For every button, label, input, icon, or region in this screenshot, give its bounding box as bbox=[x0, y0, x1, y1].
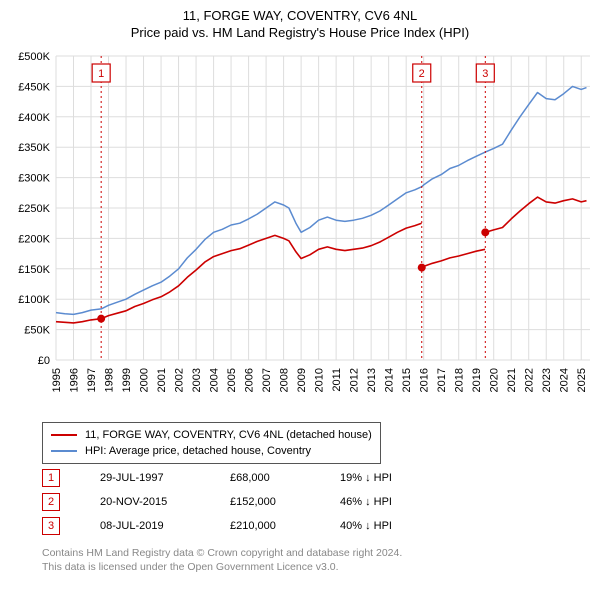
legend-item: 11, FORGE WAY, COVENTRY, CV6 4NL (detach… bbox=[51, 427, 372, 443]
svg-text:2011: 2011 bbox=[331, 368, 343, 392]
svg-text:1997: 1997 bbox=[86, 368, 98, 392]
svg-text:2012: 2012 bbox=[349, 368, 361, 392]
svg-text:2015: 2015 bbox=[401, 368, 413, 392]
sale-marker-box: 2 bbox=[42, 493, 60, 511]
sale-marker-box: 3 bbox=[42, 517, 60, 535]
footer-line: Contains HM Land Registry data © Crown c… bbox=[42, 546, 402, 560]
svg-text:£350K: £350K bbox=[18, 142, 50, 154]
sale-marker-box: 1 bbox=[42, 469, 60, 487]
sale-date: 29-JUL-1997 bbox=[100, 472, 230, 484]
price-chart: £0 £50K £100K £150K £200K £250K £300K £350K £400… bbox=[0, 46, 600, 416]
legend-label: 11, FORGE WAY, COVENTRY, CV6 4NL (detach… bbox=[85, 427, 372, 443]
legend-label: HPI: Average price, detached house, Cove… bbox=[85, 443, 311, 459]
footer-line: This data is licensed under the Open Gov… bbox=[42, 560, 402, 574]
legend-swatch bbox=[51, 434, 77, 436]
svg-text:£500K: £500K bbox=[18, 51, 50, 63]
sale-date: 20-NOV-2015 bbox=[100, 496, 230, 508]
svg-text:2014: 2014 bbox=[384, 368, 396, 392]
page-title: 11, FORGE WAY, COVENTRY, CV6 4NL bbox=[0, 8, 600, 23]
svg-text:£400K: £400K bbox=[18, 112, 50, 124]
svg-text:2004: 2004 bbox=[209, 368, 221, 392]
svg-text:2008: 2008 bbox=[279, 368, 291, 392]
attribution-footer: Contains HM Land Registry data © Crown c… bbox=[42, 546, 402, 574]
sale-price: £68,000 bbox=[230, 472, 340, 484]
legend-swatch bbox=[51, 450, 77, 452]
svg-text:£200K: £200K bbox=[18, 233, 50, 245]
svg-text:1995: 1995 bbox=[51, 368, 63, 392]
svg-text:2009: 2009 bbox=[296, 368, 308, 392]
svg-text:£50K: £50K bbox=[24, 325, 50, 337]
svg-text:2018: 2018 bbox=[454, 368, 466, 392]
svg-text:1: 1 bbox=[98, 68, 104, 80]
svg-text:£150K: £150K bbox=[18, 264, 50, 276]
svg-text:2017: 2017 bbox=[436, 368, 448, 392]
sale-price: £210,000 bbox=[230, 520, 340, 532]
svg-text:3: 3 bbox=[482, 68, 488, 80]
svg-text:£250K: £250K bbox=[18, 203, 50, 215]
page-subtitle: Price paid vs. HM Land Registry's House … bbox=[0, 25, 600, 40]
svg-text:2016: 2016 bbox=[419, 368, 431, 392]
svg-text:2022: 2022 bbox=[524, 368, 536, 392]
svg-text:2019: 2019 bbox=[471, 368, 483, 392]
svg-text:2005: 2005 bbox=[226, 368, 238, 392]
sale-hpi-delta: 40% ↓ HPI bbox=[340, 520, 460, 532]
svg-text:2023: 2023 bbox=[541, 368, 553, 392]
table-row: 2 20-NOV-2015 £152,000 46% ↓ HPI bbox=[42, 490, 460, 514]
svg-text:2025: 2025 bbox=[576, 368, 588, 392]
svg-text:2024: 2024 bbox=[559, 368, 571, 392]
svg-text:1998: 1998 bbox=[104, 368, 116, 392]
svg-text:2013: 2013 bbox=[366, 368, 378, 392]
svg-text:£100K: £100K bbox=[18, 294, 50, 306]
svg-text:£300K: £300K bbox=[18, 173, 50, 185]
sales-table: 1 29-JUL-1997 £68,000 19% ↓ HPI 2 20-NOV… bbox=[42, 466, 460, 538]
svg-text:2001: 2001 bbox=[156, 368, 168, 392]
sale-hpi-delta: 19% ↓ HPI bbox=[340, 472, 460, 484]
svg-text:2010: 2010 bbox=[314, 368, 326, 392]
table-row: 3 08-JUL-2019 £210,000 40% ↓ HPI bbox=[42, 514, 460, 538]
svg-text:2003: 2003 bbox=[191, 368, 203, 392]
sale-price: £152,000 bbox=[230, 496, 340, 508]
svg-text:2020: 2020 bbox=[489, 368, 501, 392]
svg-text:1996: 1996 bbox=[69, 368, 81, 392]
legend-item: HPI: Average price, detached house, Cove… bbox=[51, 443, 372, 459]
svg-text:2002: 2002 bbox=[174, 368, 186, 392]
sale-date: 08-JUL-2019 bbox=[100, 520, 230, 532]
svg-text:1999: 1999 bbox=[121, 368, 133, 392]
table-row: 1 29-JUL-1997 £68,000 19% ↓ HPI bbox=[42, 466, 460, 490]
svg-text:£450K: £450K bbox=[18, 81, 50, 93]
svg-text:2006: 2006 bbox=[244, 368, 256, 392]
chart-legend: 11, FORGE WAY, COVENTRY, CV6 4NL (detach… bbox=[42, 422, 381, 464]
svg-text:2007: 2007 bbox=[261, 368, 273, 392]
svg-text:£0: £0 bbox=[38, 355, 50, 367]
svg-text:2021: 2021 bbox=[506, 368, 518, 392]
svg-text:2: 2 bbox=[419, 68, 425, 80]
svg-text:2000: 2000 bbox=[139, 368, 151, 392]
sale-hpi-delta: 46% ↓ HPI bbox=[340, 496, 460, 508]
